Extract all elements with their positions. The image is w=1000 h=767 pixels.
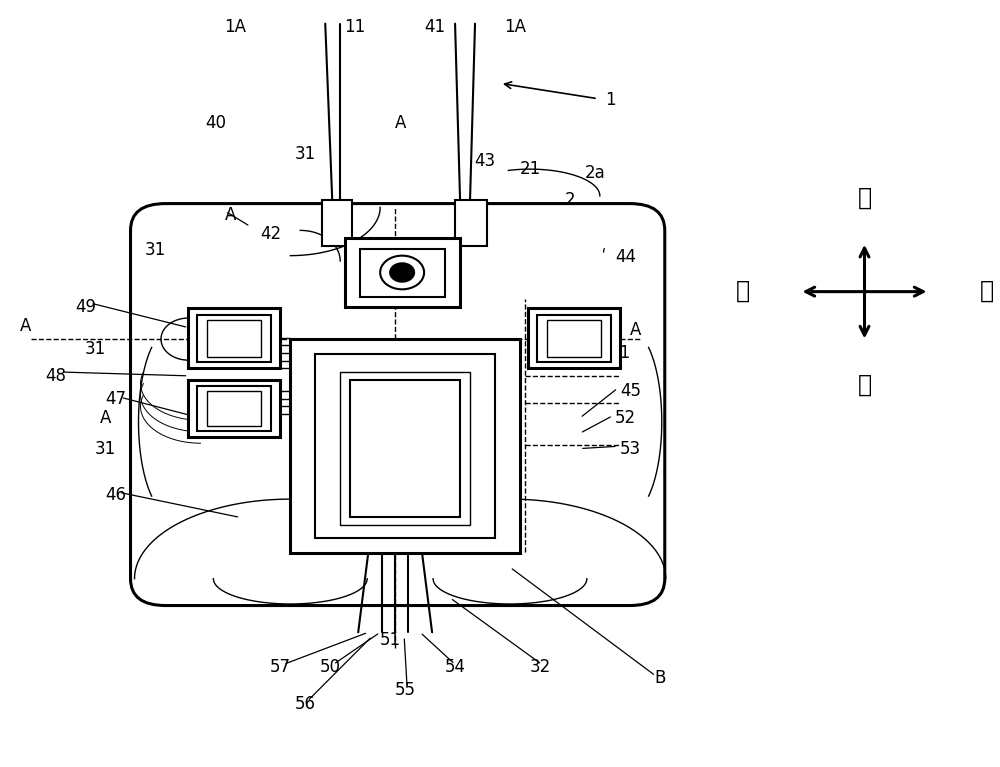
Text: B: B bbox=[655, 670, 666, 687]
Bar bbox=[455, 199, 487, 245]
Text: 40: 40 bbox=[205, 114, 226, 132]
Text: A: A bbox=[100, 409, 111, 427]
Bar bbox=[197, 386, 271, 431]
Bar bbox=[547, 320, 601, 357]
Text: 31: 31 bbox=[95, 439, 116, 458]
Text: 41: 41 bbox=[425, 18, 446, 37]
Text: 57: 57 bbox=[270, 658, 291, 676]
Text: 47: 47 bbox=[105, 390, 126, 408]
Text: 31: 31 bbox=[85, 340, 106, 358]
Text: 52: 52 bbox=[615, 409, 636, 427]
Circle shape bbox=[390, 263, 414, 281]
Text: 前: 前 bbox=[857, 186, 872, 209]
Bar bbox=[315, 354, 495, 538]
FancyBboxPatch shape bbox=[131, 203, 665, 605]
Text: 56: 56 bbox=[295, 695, 316, 713]
Text: A: A bbox=[20, 317, 31, 335]
Text: 右: 右 bbox=[979, 280, 993, 303]
Text: 50: 50 bbox=[320, 658, 341, 676]
Text: 54: 54 bbox=[445, 658, 466, 676]
Text: 1: 1 bbox=[605, 91, 615, 109]
Text: 53: 53 bbox=[620, 439, 641, 458]
Bar bbox=[345, 238, 460, 307]
Bar bbox=[340, 372, 470, 525]
Text: 1A: 1A bbox=[504, 18, 526, 37]
Text: 32: 32 bbox=[529, 658, 551, 676]
Text: 48: 48 bbox=[45, 367, 66, 385]
Text: 21: 21 bbox=[519, 160, 541, 178]
Text: 43: 43 bbox=[474, 153, 496, 170]
Text: 46: 46 bbox=[105, 486, 126, 503]
Text: 55: 55 bbox=[395, 681, 416, 699]
Text: 49: 49 bbox=[75, 298, 96, 316]
Text: 51: 51 bbox=[380, 631, 401, 649]
Text: 左: 左 bbox=[736, 280, 750, 303]
Text: A: A bbox=[225, 206, 236, 224]
Bar bbox=[528, 308, 620, 368]
Text: 2: 2 bbox=[565, 191, 576, 209]
Text: 后: 后 bbox=[857, 374, 872, 397]
Text: A: A bbox=[630, 321, 641, 339]
Bar bbox=[188, 380, 280, 437]
Text: 1A: 1A bbox=[224, 18, 246, 37]
Bar bbox=[188, 308, 280, 368]
Bar bbox=[207, 320, 261, 357]
Bar bbox=[207, 391, 261, 426]
Bar bbox=[537, 314, 611, 362]
Bar bbox=[322, 199, 352, 245]
Text: 31: 31 bbox=[610, 344, 631, 362]
Text: 2a: 2a bbox=[585, 164, 606, 182]
Text: 31: 31 bbox=[145, 241, 166, 258]
Text: 44: 44 bbox=[615, 249, 636, 266]
Text: 31: 31 bbox=[295, 145, 316, 163]
Text: A: A bbox=[394, 114, 406, 132]
Bar bbox=[290, 339, 520, 554]
Bar bbox=[350, 380, 460, 518]
Text: 42: 42 bbox=[260, 225, 281, 243]
Bar bbox=[360, 249, 445, 297]
Text: 11: 11 bbox=[345, 18, 366, 37]
Bar bbox=[197, 314, 271, 362]
Text: 45: 45 bbox=[620, 382, 641, 400]
